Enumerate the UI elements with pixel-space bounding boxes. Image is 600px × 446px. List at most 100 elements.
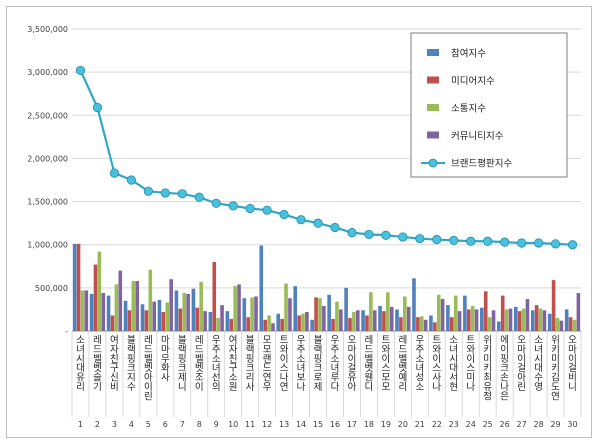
bar <box>178 308 183 331</box>
bar <box>301 313 305 331</box>
legend-swatch <box>427 131 439 139</box>
bar <box>233 286 237 331</box>
bar <box>474 309 479 331</box>
bar <box>564 309 569 331</box>
line-point <box>245 203 255 214</box>
x-index-label: 9 <box>214 420 219 429</box>
line-point <box>143 186 153 196</box>
bar <box>191 288 196 331</box>
line-point <box>398 232 408 242</box>
bar <box>246 317 250 331</box>
x-index-label: 14 <box>296 420 306 429</box>
bar <box>440 299 445 331</box>
bar <box>483 291 488 331</box>
bar <box>322 305 326 331</box>
bar <box>314 297 318 331</box>
x-index-label: 15 <box>313 420 323 429</box>
bar <box>344 287 348 331</box>
bar <box>429 315 433 331</box>
line-point <box>449 235 459 245</box>
bar <box>551 280 556 331</box>
bar <box>144 310 149 331</box>
line-point <box>75 65 86 76</box>
y-tick-label: 3,000,000 <box>27 68 68 77</box>
bar <box>389 306 394 331</box>
bar <box>497 321 501 331</box>
bar <box>195 307 200 331</box>
bar <box>208 312 213 331</box>
line-point <box>92 102 103 113</box>
bar <box>284 283 288 331</box>
bar <box>259 245 264 331</box>
line-point <box>109 168 120 178</box>
bar <box>263 319 267 331</box>
bar <box>534 305 539 331</box>
x-index-label: 27 <box>517 420 527 429</box>
bar <box>110 315 115 331</box>
x-index-label: 8 <box>197 420 202 429</box>
bar <box>276 313 281 331</box>
bar <box>416 317 420 331</box>
bar <box>508 308 513 331</box>
x-index-label: 18 <box>364 420 374 429</box>
x-index-label: 3 <box>112 420 117 429</box>
bar <box>157 299 162 331</box>
bar <box>386 292 390 331</box>
line-point <box>330 222 340 233</box>
bar <box>161 312 166 331</box>
y-tick-label: 2,000,000 <box>27 154 68 163</box>
bar <box>225 311 230 331</box>
bar <box>568 317 573 331</box>
bar <box>530 310 535 331</box>
bar <box>106 295 111 331</box>
bar <box>372 310 377 331</box>
bar <box>480 307 484 331</box>
x-index-label: 28 <box>533 420 543 429</box>
x-index-label: 1 <box>78 420 83 429</box>
x-index-label: 22 <box>432 420 442 429</box>
chart-svg: - 500,000 1,000,000 1,500,000 2,000,000 2,500… <box>27 25 582 429</box>
x-index-label: 19 <box>381 420 391 429</box>
bar <box>487 317 492 331</box>
bar <box>216 318 220 331</box>
bar <box>369 292 373 331</box>
bars <box>72 243 581 331</box>
bar <box>186 293 190 331</box>
bar <box>182 293 187 331</box>
bar <box>399 317 403 331</box>
line-point <box>381 230 391 240</box>
bar <box>131 280 136 331</box>
x-index-label: 12 <box>262 420 272 429</box>
legend-label: 미디어지수 <box>451 76 495 87</box>
bar <box>521 308 526 331</box>
x-index-label: 24 <box>466 420 476 429</box>
bar <box>93 264 98 331</box>
bar <box>433 322 437 331</box>
bar <box>76 243 81 331</box>
bar <box>412 278 416 331</box>
bar <box>378 305 382 331</box>
bar <box>331 318 335 331</box>
bar <box>127 310 132 331</box>
y-tick-label: 1,000,000 <box>27 241 68 250</box>
y-tick-label: 500,000 <box>35 284 68 293</box>
bar <box>403 296 407 331</box>
line-point <box>483 236 493 246</box>
line-point <box>313 218 323 228</box>
